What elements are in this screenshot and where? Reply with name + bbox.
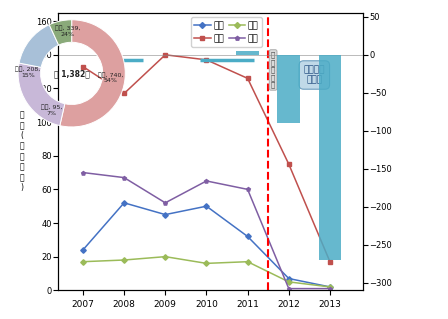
한국 bbox=[204, 204, 209, 208]
Line: 한국: 한국 bbox=[81, 201, 332, 289]
한국 bbox=[163, 213, 168, 217]
Line: 유럽: 유럽 bbox=[81, 255, 332, 289]
미국 bbox=[80, 65, 86, 69]
유럽 bbox=[121, 258, 127, 262]
Wedge shape bbox=[60, 20, 125, 127]
한국 bbox=[327, 285, 332, 289]
Text: 유
효
데
이
터: 유 효 데 이 터 bbox=[271, 51, 275, 88]
Text: 미국, 740,
54%: 미국, 740, 54% bbox=[98, 72, 123, 83]
Bar bbox=[277, 55, 300, 123]
한국 bbox=[286, 277, 292, 280]
미국 bbox=[204, 58, 209, 62]
Text: 유럽, 95,
7%: 유럽, 95, 7% bbox=[41, 104, 62, 115]
유럽 bbox=[204, 262, 209, 265]
일본 bbox=[80, 171, 86, 174]
Line: 일본: 일본 bbox=[81, 171, 332, 291]
Legend: 한국, 미국, 유럽, 일본: 한국, 미국, 유럽, 일본 bbox=[191, 17, 262, 47]
일본 bbox=[286, 287, 292, 291]
Wedge shape bbox=[19, 25, 59, 67]
Wedge shape bbox=[18, 63, 65, 126]
Text: 중 1,382건: 중 1,382건 bbox=[54, 69, 90, 78]
일본 bbox=[204, 179, 209, 183]
미국 bbox=[245, 77, 250, 80]
일본 bbox=[163, 201, 168, 205]
Line: 미국: 미국 bbox=[81, 53, 332, 263]
Bar bbox=[236, 51, 259, 55]
일본 bbox=[327, 287, 332, 291]
미국 bbox=[163, 53, 168, 57]
Text: 일본, 339,
24%: 일본, 339, 24% bbox=[55, 26, 80, 37]
유럽 bbox=[286, 280, 292, 284]
일본 bbox=[245, 188, 250, 191]
미국 bbox=[327, 260, 332, 263]
Wedge shape bbox=[49, 20, 72, 45]
유럽 bbox=[245, 260, 250, 263]
Y-axis label: 수
원
(
일
년
건
수
): 수 원 ( 일 년 건 수 ) bbox=[20, 111, 25, 192]
유럽 bbox=[163, 255, 168, 259]
Text: 한국, 208,
15%: 한국, 208, 15% bbox=[15, 67, 40, 78]
미국 bbox=[286, 162, 292, 166]
한국 bbox=[121, 201, 127, 205]
한국 bbox=[245, 234, 250, 238]
Text: 전년대비
증가분: 전년대비 증가분 bbox=[304, 65, 325, 85]
한국 bbox=[80, 248, 86, 252]
유럽 bbox=[80, 260, 86, 263]
일본 bbox=[121, 176, 127, 180]
미국 bbox=[121, 92, 127, 95]
Bar bbox=[319, 55, 341, 260]
유럽 bbox=[327, 285, 332, 289]
